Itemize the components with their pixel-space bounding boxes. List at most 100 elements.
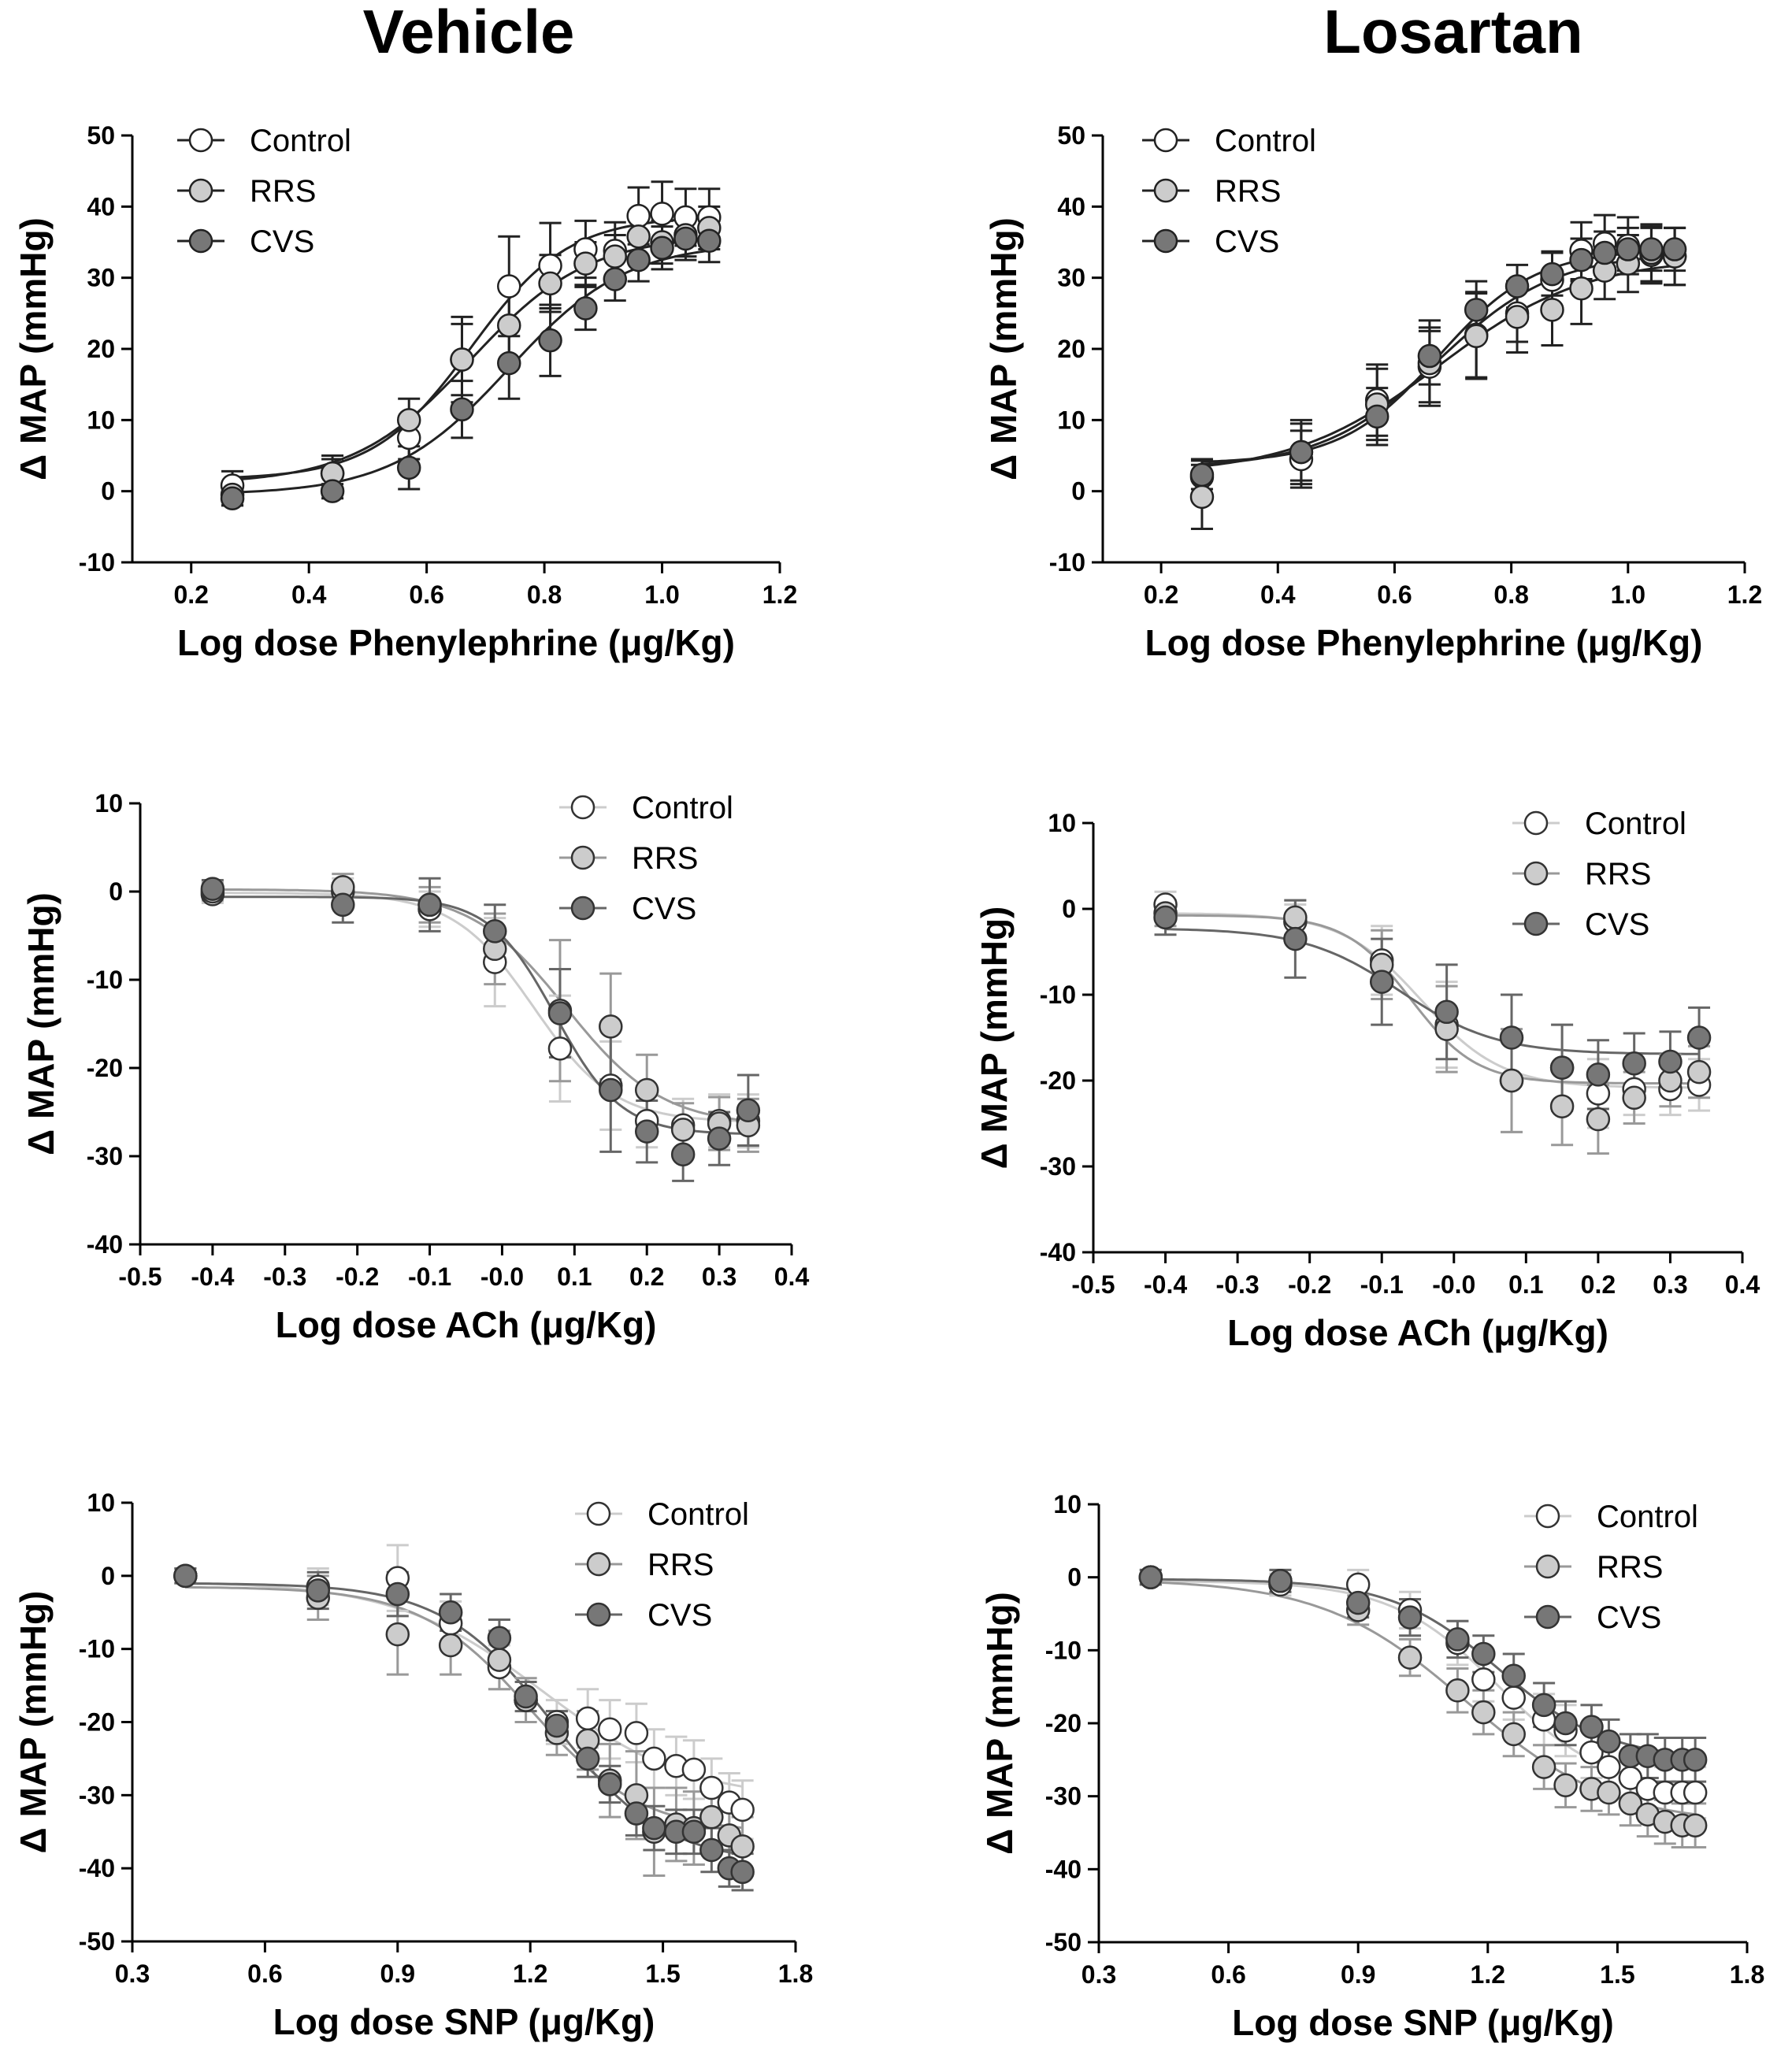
data-point-rrs xyxy=(487,1648,512,1672)
y-axis-label: Δ MAP (mmHg) xyxy=(13,217,54,480)
legend-marker xyxy=(1535,1554,1560,1579)
legend-item-rrs: RRS xyxy=(177,174,316,209)
data-point-cvs xyxy=(438,1600,463,1625)
data-point-cvs xyxy=(1283,926,1308,951)
data-point-cvs xyxy=(1639,237,1664,261)
data-point-cvs xyxy=(624,1801,649,1826)
data-point-rrs xyxy=(626,224,651,249)
data-point-cvs xyxy=(670,1142,696,1167)
legend-marker xyxy=(1535,1504,1560,1529)
data-point-rrs xyxy=(1445,1678,1470,1703)
y-tick-label: -30 xyxy=(87,1142,123,1170)
series-curve-rrs xyxy=(212,888,749,1122)
legend-marker xyxy=(1535,1604,1560,1630)
y-tick-label: -10 xyxy=(1040,981,1076,1009)
y-tick-label: 40 xyxy=(1057,192,1085,221)
x-tick-label: -0.2 xyxy=(336,1263,379,1291)
data-point-control xyxy=(642,1746,666,1771)
data-point-cvs xyxy=(736,1098,761,1123)
legend-label: CVS xyxy=(632,892,696,926)
x-tick-label: -0.2 xyxy=(1288,1270,1331,1299)
y-tick-label: -10 xyxy=(79,548,115,577)
data-point-cvs xyxy=(707,1126,732,1151)
data-point-rrs xyxy=(1686,1059,1712,1085)
data-point-cvs xyxy=(1369,970,1394,994)
x-tick-label: 0.9 xyxy=(1341,1960,1375,1989)
series-curve-control xyxy=(212,892,748,1123)
legend-label: Control xyxy=(632,791,733,825)
x-tick-label: 0.6 xyxy=(1377,580,1412,609)
column-title-vehicle: Vehicle xyxy=(362,0,575,66)
y-tick-label: 10 xyxy=(1048,809,1076,837)
y-tick-label: -10 xyxy=(79,1635,115,1663)
data-point-cvs xyxy=(1597,1729,1621,1754)
x-axis-label: Log dose ACh (μg/Kg) xyxy=(276,1304,657,1345)
data-point-control xyxy=(1471,1667,1496,1692)
y-tick-label: 50 xyxy=(1057,121,1085,150)
x-axis-label: Log dose Phenylephrine (μg/Kg) xyxy=(1145,622,1703,663)
legend-label: RRS xyxy=(1215,174,1281,209)
x-tick-label: 0.4 xyxy=(1260,580,1296,609)
legend-label: CVS xyxy=(1585,907,1649,942)
data-point-control xyxy=(497,274,521,298)
legend-label: RRS xyxy=(1585,857,1651,892)
data-point-rrs xyxy=(699,1804,724,1830)
x-tick-label: 0.1 xyxy=(1508,1270,1543,1299)
data-point-control xyxy=(575,1706,600,1731)
y-tick-label: -40 xyxy=(1045,1855,1082,1883)
y-tick-label: 0 xyxy=(1067,1563,1082,1592)
data-point-control xyxy=(650,202,674,226)
data-point-cvs xyxy=(306,1578,331,1603)
y-tick-label: -30 xyxy=(1045,1782,1082,1811)
data-point-rrs xyxy=(538,271,562,296)
legend-item-cvs: CVS xyxy=(1512,907,1649,942)
x-tick-label: 1.2 xyxy=(513,1960,547,1988)
x-tick-label: -0.5 xyxy=(118,1263,161,1291)
x-tick-label: -0.5 xyxy=(1071,1270,1115,1299)
data-point-rrs xyxy=(634,1077,659,1103)
data-point-cvs xyxy=(597,1772,622,1796)
data-point-cvs xyxy=(1464,298,1489,322)
data-point-control xyxy=(624,1721,649,1745)
y-tick-label: -10 xyxy=(87,966,123,994)
data-point-cvs xyxy=(1397,1605,1423,1630)
data-point-cvs xyxy=(396,455,421,480)
data-point-cvs xyxy=(320,479,345,503)
x-tick-label: 0.3 xyxy=(1082,1960,1116,1989)
data-point-cvs xyxy=(1434,999,1459,1025)
data-point-rrs xyxy=(1283,905,1308,930)
legend-item-control: Control xyxy=(177,124,351,158)
x-tick-label: 0.3 xyxy=(702,1263,736,1291)
data-point-rrs xyxy=(1471,1700,1496,1725)
legend-label: Control xyxy=(250,124,351,158)
legend-marker xyxy=(586,1552,611,1577)
data-point-cvs xyxy=(603,267,628,291)
y-tick-label: -20 xyxy=(1045,1709,1082,1737)
data-point-control xyxy=(730,1797,755,1822)
legend-marker xyxy=(188,228,213,254)
data-point-rrs xyxy=(1683,1813,1708,1837)
data-point-cvs xyxy=(681,1819,707,1844)
data-point-cvs xyxy=(1499,1025,1524,1050)
data-point-control xyxy=(1597,1755,1621,1779)
legend-item-control: Control xyxy=(575,1497,749,1532)
y-tick-label: -10 xyxy=(1049,548,1085,577)
data-point-cvs xyxy=(1592,240,1617,265)
x-tick-label: 0.2 xyxy=(1581,1270,1616,1299)
x-tick-label: -0.0 xyxy=(1432,1270,1475,1299)
data-point-cvs xyxy=(697,228,722,253)
y-tick-label: -20 xyxy=(87,1054,123,1082)
y-tick-label: 0 xyxy=(1071,477,1085,506)
data-point-cvs xyxy=(487,1626,512,1650)
data-point-control xyxy=(1579,1740,1604,1765)
data-point-rrs xyxy=(670,1118,696,1142)
data-point-cvs xyxy=(1189,462,1215,488)
data-point-rrs xyxy=(1397,1645,1423,1670)
data-point-rrs xyxy=(450,347,474,372)
data-point-cvs xyxy=(573,296,598,321)
series-curve-cvs xyxy=(212,895,748,1135)
data-point-cvs xyxy=(650,235,674,260)
data-point-cvs xyxy=(417,892,442,918)
legend-marker xyxy=(586,1602,611,1627)
